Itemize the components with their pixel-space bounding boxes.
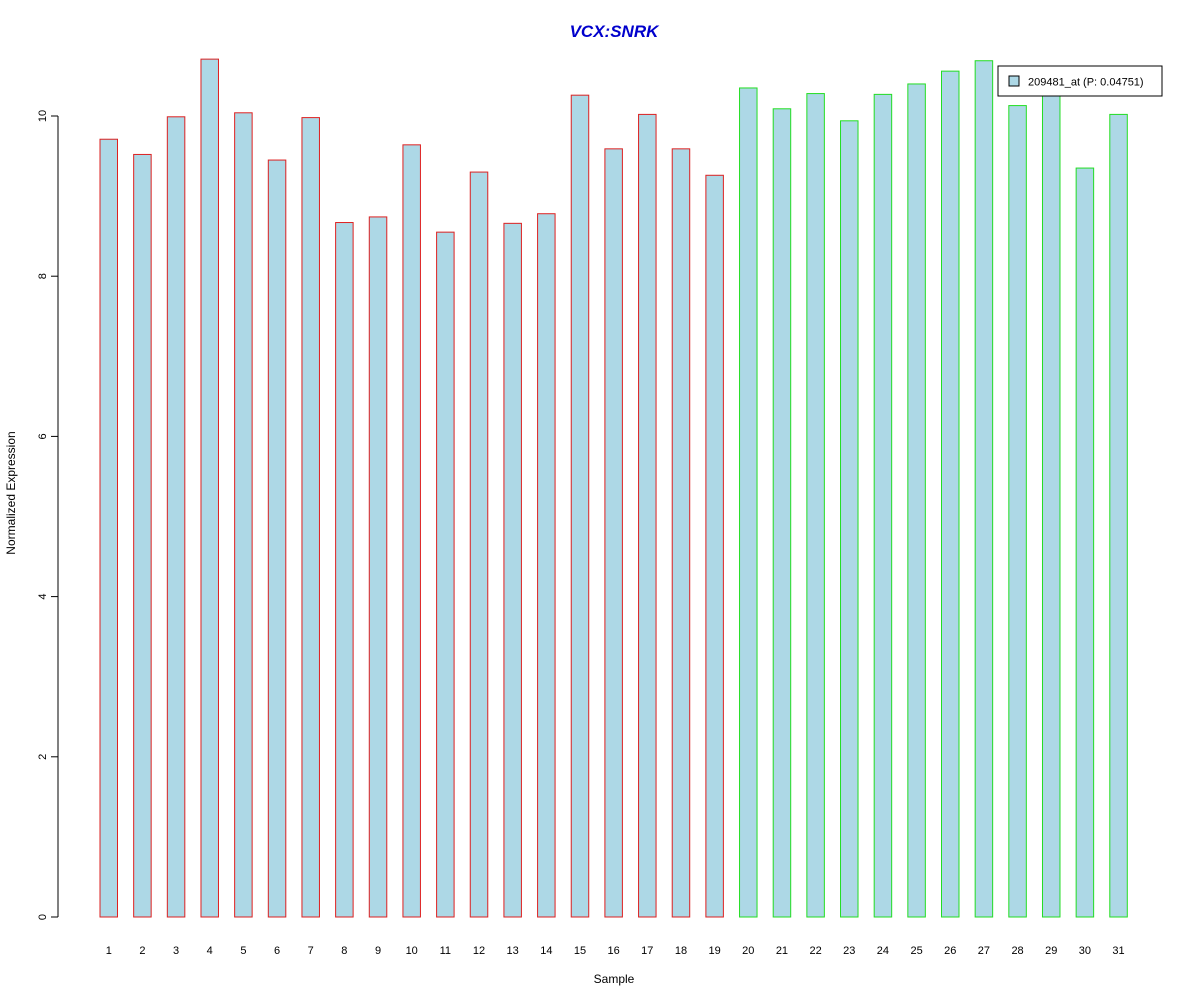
x-tick-label: 16 <box>608 945 620 957</box>
bar-sample-4 <box>200 58 219 918</box>
x-tick-label: 21 <box>776 945 788 957</box>
bar-sample-31 <box>1109 113 1128 918</box>
x-tick-label: 15 <box>574 945 586 957</box>
bar-sample-27 <box>974 60 994 918</box>
x-tick-label: 24 <box>877 945 889 957</box>
x-tick-label: 3 <box>173 945 179 957</box>
x-tick-label: 19 <box>709 945 721 957</box>
bars-group <box>99 58 1128 918</box>
x-tick-label: 31 <box>1112 945 1124 957</box>
bar-sample-17 <box>638 113 657 918</box>
bar-sample-24 <box>873 93 893 918</box>
y-tick-label: 0 <box>37 914 49 920</box>
bar-sample-3 <box>166 116 186 918</box>
bar-sample-6 <box>267 159 287 918</box>
bar-sample-16 <box>604 148 623 918</box>
bar-sample-29 <box>1041 95 1061 918</box>
x-tick-label: 25 <box>910 945 922 957</box>
y-tick-label: 6 <box>37 433 49 439</box>
bar-sample-14 <box>537 213 556 918</box>
x-tick-label: 26 <box>944 945 956 957</box>
chart-title: VCX:SNRK <box>570 22 661 41</box>
legend-swatch <box>1008 75 1020 87</box>
y-tick-label: 2 <box>37 754 49 760</box>
bar-sample-23 <box>840 120 859 918</box>
x-tick-label: 8 <box>341 945 347 957</box>
x-axis-label: Sample <box>594 972 635 986</box>
bar-sample-28 <box>1008 105 1027 918</box>
x-tick-label: 17 <box>641 945 653 957</box>
legend-entry-label: 209481_at (P: 0.04751) <box>1028 77 1144 89</box>
y-tick-label: 8 <box>37 273 49 279</box>
x-tick-label: 5 <box>240 945 246 957</box>
legend-box <box>997 65 1163 97</box>
x-tick-label: 6 <box>274 945 280 957</box>
bar-sample-13 <box>503 222 522 918</box>
y-tick-label: 10 <box>37 110 49 122</box>
bar-sample-25 <box>907 83 926 918</box>
x-tick-label: 9 <box>375 945 381 957</box>
x-tick-label: 27 <box>978 945 990 957</box>
bar-sample-5 <box>234 112 253 918</box>
bar-sample-18 <box>671 148 691 918</box>
bar-sample-22 <box>806 93 825 918</box>
x-tick-label: 30 <box>1079 945 1091 957</box>
x-tick-label: 22 <box>809 945 821 957</box>
x-tick-label: 1 <box>106 945 112 957</box>
bar-sample-20 <box>739 87 758 918</box>
x-tick-label: 14 <box>540 945 552 957</box>
legend: 209481_at (P: 0.04751) <box>997 65 1163 97</box>
x-tick-label: 10 <box>406 945 418 957</box>
x-tick-label: 11 <box>440 945 451 957</box>
bar-sample-1 <box>99 138 118 918</box>
x-tick-label: 29 <box>1045 945 1057 957</box>
bar-sample-8 <box>335 222 354 918</box>
bar-sample-19 <box>705 174 724 918</box>
x-tick-label: 23 <box>843 945 855 957</box>
x-tick-label: 2 <box>139 945 145 957</box>
bar-sample-10 <box>402 144 421 918</box>
x-tick-label: 12 <box>473 945 485 957</box>
x-tick-label: 13 <box>507 945 519 957</box>
bar-sample-2 <box>133 153 152 918</box>
x-tick-labels: 1 2 3 4 5 6 7 8 9 10 11 12 13 14 15 16 17 18 19 20 21 22 23 24 2… <box>106 945 1125 957</box>
bar-sample-12 <box>469 171 489 918</box>
y-axis: 0 2 4 6 8 10 <box>37 110 59 920</box>
bar-sample-15 <box>570 94 590 918</box>
bar-sample-7 <box>301 117 320 918</box>
x-tick-label: 18 <box>675 945 687 957</box>
bar-sample-30 <box>1075 167 1095 918</box>
y-axis-label: Normalized Expression <box>4 431 18 554</box>
bar-sample-26 <box>941 70 960 918</box>
bar-sample-21 <box>772 108 792 918</box>
y-tick-label: 4 <box>37 594 49 600</box>
x-tick-label: 20 <box>742 945 754 957</box>
x-tick-label: 28 <box>1011 945 1023 957</box>
bar-sample-9 <box>368 216 388 918</box>
x-tick-label: 7 <box>308 945 314 957</box>
x-tick-label: 4 <box>207 945 213 957</box>
bar-sample-11 <box>436 231 455 918</box>
